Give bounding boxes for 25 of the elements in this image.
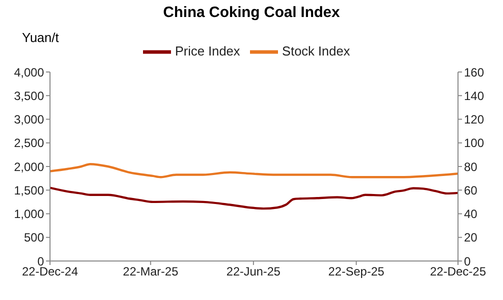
y2-tick-label: 120	[464, 112, 484, 127]
y-tick-label: 1,500	[14, 183, 44, 198]
y2-tick-label: 100	[464, 136, 484, 150]
y2-tick-label: 40	[464, 207, 478, 222]
y-tick-label: 500	[24, 230, 44, 245]
y-tick-label: 2,500	[14, 136, 44, 150]
x-tick-label: 22-Sep-25	[328, 264, 385, 279]
line-series	[50, 186, 458, 210]
y2-tick-label: 20	[464, 230, 478, 245]
x-tick-label: 22-Jun-25	[226, 264, 281, 279]
chart-title: China Coking Coal Index	[162, 4, 341, 21]
y-tick-label: 1,000	[14, 207, 44, 222]
y-tick-label: 3,500	[14, 88, 44, 103]
legend-label: Stock Index	[282, 43, 350, 58]
y-tick-label: 2,000	[14, 160, 44, 174]
x-tick-label: 22-Mar-25	[122, 264, 179, 279]
legend-label: Price Index	[175, 43, 240, 58]
y-tick-label: 4,000	[14, 65, 44, 80]
y2-tick-label: 160	[464, 65, 484, 80]
y-axis-title: Yuan/t	[22, 30, 59, 45]
y2-tick-label: 80	[464, 160, 478, 174]
y2-tick-label: 60	[464, 183, 478, 198]
y-tick-label: 3,000	[14, 112, 44, 127]
y2-tick-label: 140	[464, 88, 484, 103]
line-series	[50, 163, 458, 178]
